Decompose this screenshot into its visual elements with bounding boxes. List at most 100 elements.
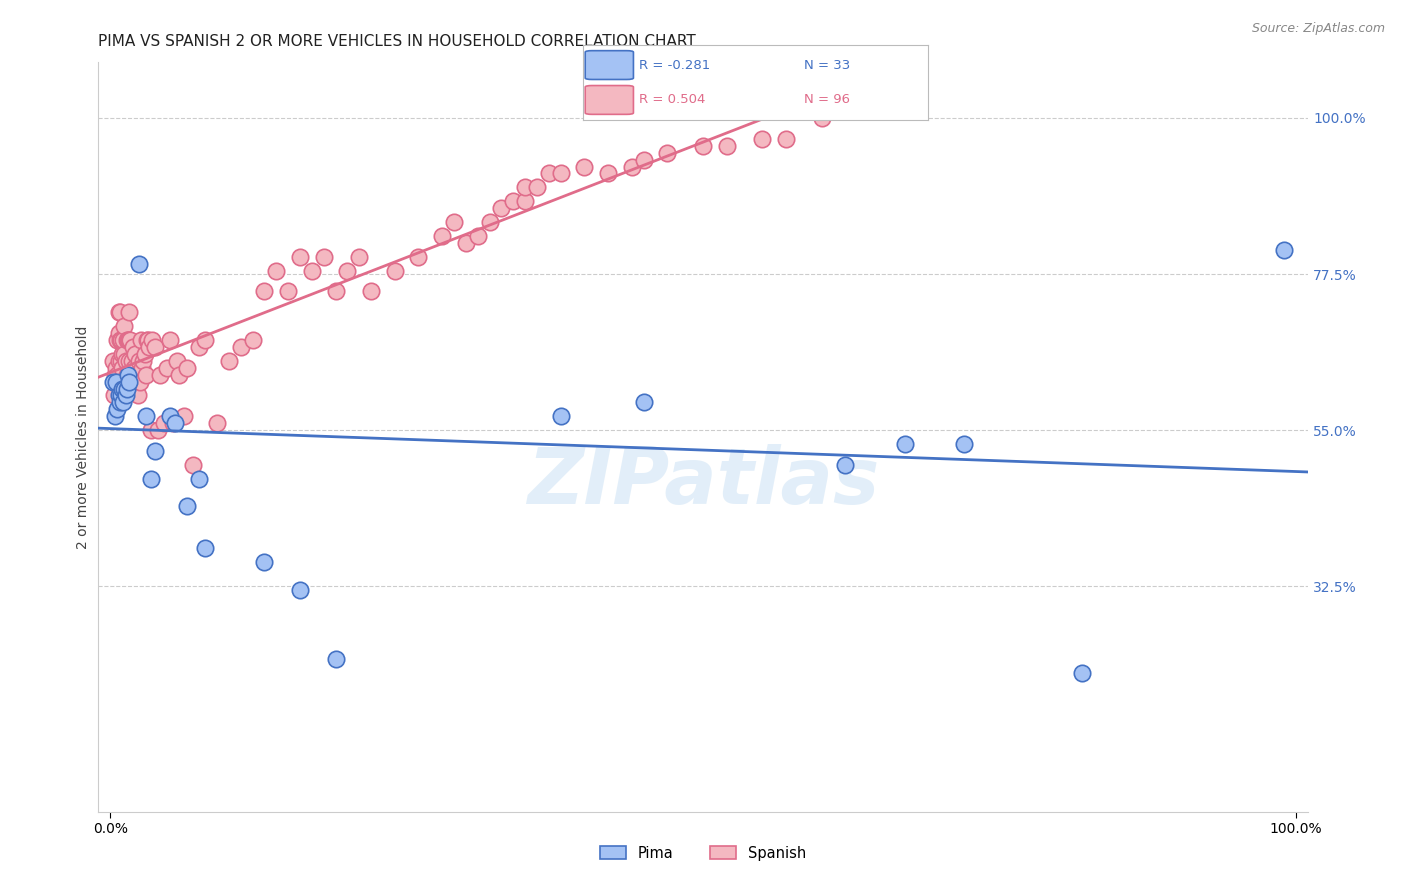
- Point: [114, 388, 136, 402]
- Point: [1071, 665, 1094, 680]
- Point: [574, 160, 596, 174]
- Point: [101, 375, 124, 389]
- Point: [181, 458, 204, 472]
- Point: [188, 340, 211, 354]
- Point: [165, 416, 187, 430]
- Point: [104, 409, 127, 424]
- Point: [162, 416, 184, 430]
- Point: [121, 340, 143, 354]
- Point: [107, 326, 129, 340]
- Point: [253, 555, 276, 569]
- Point: [454, 235, 477, 250]
- Point: [537, 166, 560, 180]
- Point: [775, 132, 797, 146]
- Point: [143, 444, 166, 458]
- Point: [810, 111, 832, 125]
- Point: [143, 340, 166, 354]
- Point: [125, 368, 148, 382]
- Point: [312, 250, 335, 264]
- Point: [173, 409, 195, 424]
- Point: [118, 305, 141, 319]
- Point: [131, 360, 153, 375]
- Point: [107, 388, 129, 402]
- Point: [114, 382, 136, 396]
- Point: [105, 333, 128, 347]
- Point: [118, 333, 141, 347]
- Point: [108, 395, 131, 409]
- Point: [149, 368, 172, 382]
- Point: [115, 333, 138, 347]
- Point: [159, 333, 181, 347]
- Point: [253, 285, 276, 299]
- Point: [325, 285, 347, 299]
- Point: [105, 360, 128, 375]
- Point: [893, 437, 915, 451]
- Point: [633, 395, 655, 409]
- Point: [952, 437, 974, 451]
- Point: [288, 582, 311, 597]
- FancyBboxPatch shape: [585, 51, 634, 79]
- Point: [550, 409, 572, 424]
- Text: N = 33: N = 33: [804, 59, 851, 71]
- Point: [127, 388, 149, 402]
- Point: [478, 215, 501, 229]
- Point: [657, 145, 679, 160]
- Point: [751, 132, 773, 146]
- Point: [136, 333, 159, 347]
- Point: [146, 423, 169, 437]
- Point: [633, 153, 655, 167]
- Point: [152, 416, 174, 430]
- Point: [408, 250, 430, 264]
- Point: [515, 180, 537, 194]
- Point: [141, 333, 163, 347]
- Point: [176, 360, 198, 375]
- Point: [129, 375, 152, 389]
- Point: [167, 368, 190, 382]
- Point: [134, 347, 156, 361]
- Point: [194, 333, 217, 347]
- Point: [108, 305, 131, 319]
- Point: [110, 388, 132, 402]
- Point: [1272, 243, 1295, 257]
- Point: [114, 319, 136, 334]
- Point: [105, 375, 128, 389]
- Point: [101, 353, 124, 368]
- Point: [277, 285, 299, 299]
- Point: [166, 353, 188, 368]
- Point: [112, 333, 135, 347]
- Point: [111, 360, 134, 375]
- Point: [620, 160, 643, 174]
- Text: ZIPatlas: ZIPatlas: [527, 444, 879, 520]
- Point: [108, 333, 131, 347]
- Point: [124, 347, 146, 361]
- Point: [110, 333, 132, 347]
- Point: [103, 388, 125, 402]
- Point: [336, 263, 359, 277]
- Point: [110, 353, 132, 368]
- Point: [135, 409, 157, 424]
- Point: [117, 368, 139, 382]
- Point: [432, 228, 454, 243]
- Point: [105, 402, 128, 417]
- Point: [107, 305, 129, 319]
- Point: [138, 340, 160, 354]
- Point: [692, 138, 714, 153]
- Point: [467, 228, 489, 243]
- Point: [347, 250, 370, 264]
- FancyBboxPatch shape: [585, 86, 634, 114]
- Point: [139, 472, 162, 486]
- Point: [264, 263, 287, 277]
- Point: [360, 285, 382, 299]
- Text: R = -0.281: R = -0.281: [638, 59, 710, 71]
- Point: [115, 368, 138, 382]
- Point: [114, 347, 136, 361]
- Point: [129, 333, 152, 347]
- Point: [515, 194, 537, 209]
- Point: [139, 423, 162, 437]
- Point: [218, 353, 240, 368]
- Point: [115, 382, 138, 396]
- Text: N = 96: N = 96: [804, 94, 851, 106]
- Point: [118, 353, 141, 368]
- Point: [443, 215, 465, 229]
- Point: [384, 263, 406, 277]
